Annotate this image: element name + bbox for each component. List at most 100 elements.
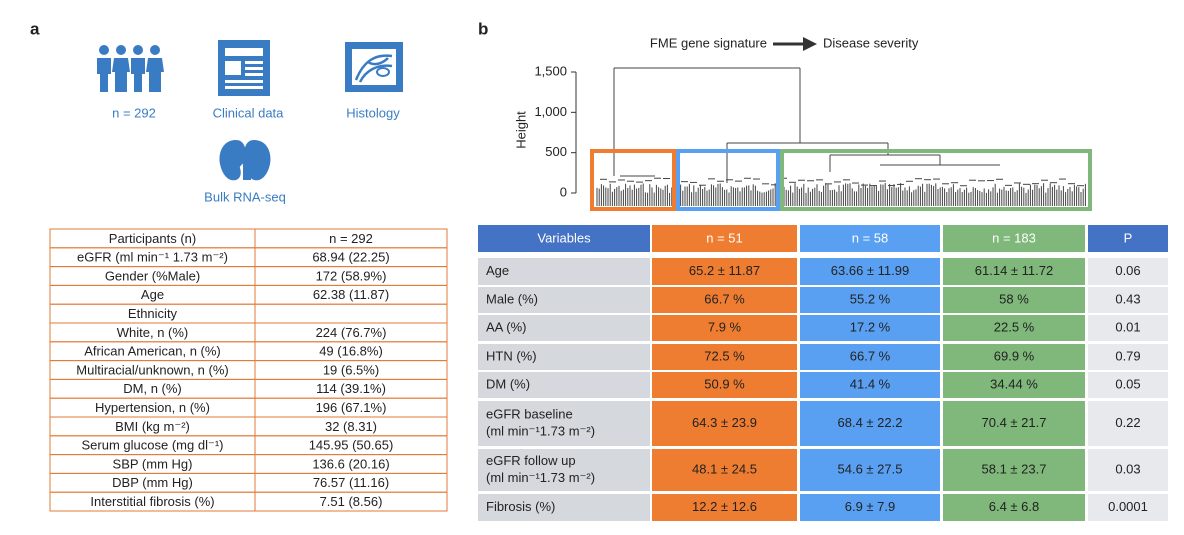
table-text: Serum glucose (mg dl⁻¹) [82, 438, 224, 453]
table-cell [478, 401, 650, 446]
cell-text: 34.44 % [990, 376, 1038, 391]
table-text: Multiracial/unknown, n (%) [76, 362, 228, 377]
header-text: n = 183 [992, 230, 1036, 245]
table-text: eGFR (ml min⁻¹ 1.73 m⁻²) [77, 250, 228, 265]
table-text: Hypertension, n (%) [95, 400, 210, 415]
table-cell [800, 315, 940, 341]
y-tick-label: 1,500 [534, 63, 567, 78]
cell-text: 54.6 ± 27.5 [838, 461, 903, 476]
kidney-icon [219, 140, 271, 181]
table-cell [800, 258, 940, 285]
table-text: DM, n (%) [123, 381, 182, 396]
table-text: 68.94 (22.25) [312, 250, 389, 265]
flow-text: FME gene signature [650, 35, 767, 50]
row-label: (ml min⁻¹1.73 m⁻²) [486, 470, 595, 485]
arrow-head [803, 37, 817, 51]
row-label: eGFR baseline [486, 406, 573, 421]
table-cell [943, 315, 1085, 341]
y-tick-label: 0 [560, 184, 567, 199]
table-cell [1088, 287, 1168, 313]
table-text: Gender (%Male) [105, 268, 200, 283]
table-cell [652, 401, 797, 446]
people-icon [97, 45, 164, 92]
cell-text: 65.2 ± 11.87 [689, 263, 760, 278]
table-cell [254, 303, 448, 324]
row-label: (ml min⁻¹1.73 m⁻²) [486, 423, 595, 438]
cell-text: 0.22 [1115, 415, 1140, 430]
table-cell [800, 344, 940, 370]
table-text: 172 (58.9%) [316, 268, 387, 283]
header-cell [1088, 225, 1168, 252]
table-cell [652, 494, 797, 521]
table-text: 76.57 (11.16) [313, 475, 389, 490]
table-cell [1088, 449, 1168, 491]
row-label: Fibrosis (%) [486, 499, 555, 514]
y-tick-label: 1,000 [534, 104, 567, 119]
table-text: SBP (mm Hg) [113, 456, 193, 471]
table-text: DBP (mm Hg) [112, 475, 193, 490]
table-text: BMI (kg m⁻²) [115, 419, 190, 434]
table-text: White, n (%) [117, 325, 189, 340]
cell-text: 41.4 % [850, 376, 891, 391]
axis-label: Height [513, 111, 528, 149]
histology-icon [345, 42, 403, 92]
cell-text: 66.7 % [704, 291, 745, 306]
table-text: n = 292 [329, 231, 373, 246]
cell-text: 68.4 ± 22.2 [838, 415, 903, 430]
cell-text: 58.1 ± 23.7 [982, 461, 1047, 476]
cell-text: 0.06 [1115, 263, 1140, 278]
header-cell [943, 225, 1085, 252]
header-text: Variables [537, 230, 591, 245]
table-cell [1088, 258, 1168, 285]
table-cell [478, 258, 650, 285]
cell-text: 6.4 ± 6.8 [989, 499, 1040, 514]
table-cell [943, 287, 1085, 313]
cell-text: 58 % [999, 291, 1029, 306]
header-cell [800, 225, 940, 252]
table-cell [943, 401, 1085, 446]
icon-label: Histology [346, 105, 400, 120]
table-cell [478, 344, 650, 370]
cell-text: 0.03 [1115, 461, 1140, 476]
cell-text: 50.9 % [704, 376, 745, 391]
cell-text: 0.0001 [1108, 499, 1148, 514]
table-cell [800, 287, 940, 313]
cluster-box [590, 149, 676, 211]
cell-text: 70.4 ± 21.7 [982, 415, 1047, 430]
table-cell [800, 449, 940, 491]
cell-text: 63.66 ± 11.99 [831, 263, 909, 278]
icon-label: Bulk RNA-seq [204, 189, 286, 204]
table-cell [652, 315, 797, 341]
y-tick-label: 500 [545, 144, 567, 159]
table-cell [943, 258, 1085, 285]
table-cell [254, 491, 448, 512]
table-cell [800, 494, 940, 521]
table-cell [1088, 315, 1168, 341]
row-label: eGFR follow up [486, 453, 576, 468]
cluster-box [780, 149, 1092, 211]
cell-text: 7.9 % [708, 319, 742, 334]
icon-label: n = 292 [112, 105, 156, 120]
table-cell [478, 287, 650, 313]
table-text: 32 (8.31) [325, 419, 377, 434]
table-text: 145.95 (50.65) [309, 438, 394, 453]
header-cell [652, 225, 797, 252]
table-cell [478, 372, 650, 398]
table-cell [478, 494, 650, 521]
table-cell [1088, 401, 1168, 446]
table-text: Age [141, 287, 164, 302]
cell-text: 0.43 [1115, 291, 1140, 306]
table-cell [652, 372, 797, 398]
cell-text: 72.5 % [704, 348, 745, 363]
document-icon [218, 40, 270, 96]
row-label: Age [486, 263, 509, 278]
cell-text: 48.1 ± 24.5 [692, 461, 757, 476]
cell-text: 17.2 % [850, 319, 891, 334]
table-cell [652, 287, 797, 313]
table-cell [478, 449, 650, 491]
table-cell [652, 258, 797, 285]
header-text: n = 58 [852, 230, 889, 245]
cell-text: 12.2 ± 12.6 [692, 499, 757, 514]
row-label: HTN (%) [486, 348, 537, 363]
cell-text: 0.05 [1115, 376, 1140, 391]
